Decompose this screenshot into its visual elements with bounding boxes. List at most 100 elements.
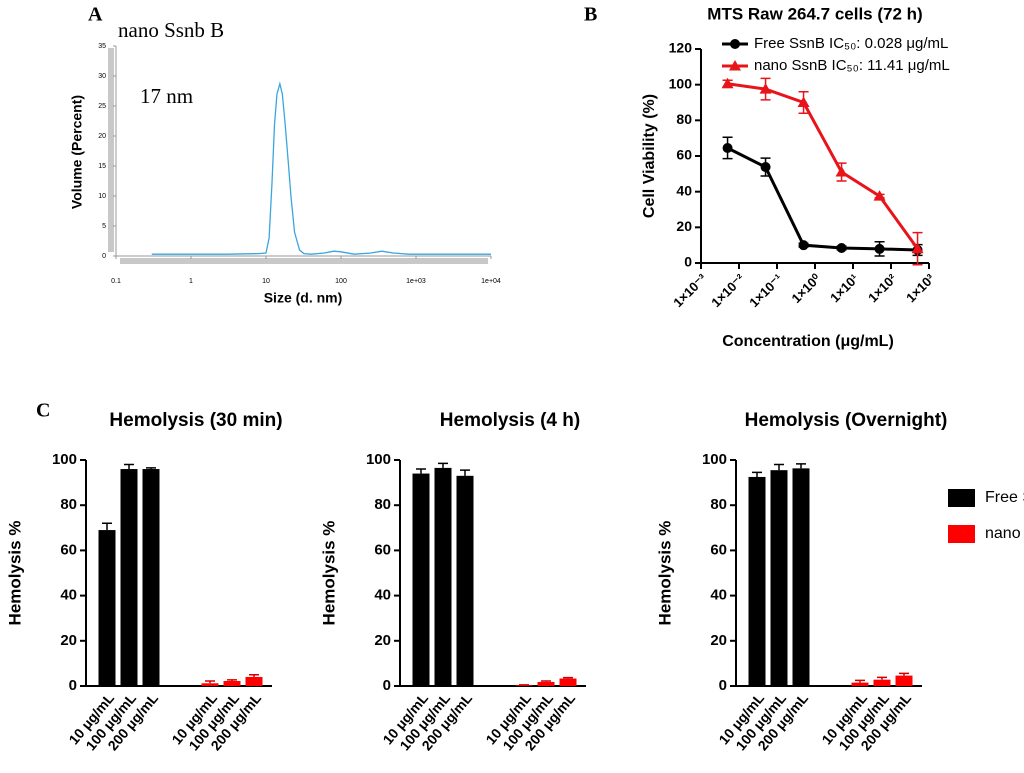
marker [873, 190, 886, 201]
legend-label: Free SsnB IC₅₀: 0.028 μg/mL [754, 35, 948, 52]
y-tick-label: 0 [684, 254, 692, 270]
y-tick-label: 20 [98, 133, 106, 140]
legend-marker [730, 39, 740, 49]
y-tick-label: 80 [676, 111, 692, 127]
error-bar [227, 679, 237, 682]
y-tick-label: 5 [102, 223, 106, 230]
marker [911, 242, 924, 254]
y-tick-label: 60 [710, 541, 727, 558]
x-tick-label: 1×10⁻³ [670, 270, 710, 310]
y-tick-label: 20 [710, 632, 727, 649]
line [151, 81, 491, 255]
y-tick-label: 0 [69, 677, 77, 694]
bar [412, 473, 430, 686]
marker [722, 142, 733, 153]
marker [836, 243, 847, 254]
chart-title: MTS Raw 264.7 cells (72 h) [707, 4, 922, 23]
bar [201, 683, 219, 686]
bar [120, 469, 138, 686]
x-tick-label: 1e+03 [406, 278, 426, 285]
error-bar [249, 673, 259, 677]
y-tick-label: 100 [366, 451, 391, 468]
y-tick-label: 40 [374, 587, 391, 604]
legend-label: nano SsnB IC₅₀: 11.41 μg/mL [754, 57, 950, 74]
y-axis-label: Hemolysis % [319, 521, 338, 626]
scrollbar [108, 48, 114, 252]
y-tick-label: 25 [98, 103, 106, 110]
y-tick-label: 0 [719, 677, 727, 694]
y-tick-label: 80 [60, 496, 77, 513]
y-tick-label: 0 [102, 253, 106, 260]
y-tick-label: 100 [702, 451, 727, 468]
error-bar [124, 463, 134, 470]
error-bar [774, 463, 784, 471]
x-axis-label: Concentration (μg/mL) [722, 333, 894, 350]
marker [835, 166, 848, 177]
bar [559, 678, 577, 686]
line [727, 82, 919, 250]
y-tick-label: 80 [710, 496, 727, 513]
bar [515, 685, 533, 686]
bar [456, 475, 474, 686]
bar [873, 679, 891, 686]
x-tick-label: 1×10⁻² [708, 270, 748, 310]
y-axis-label: Cell Viability (%) [641, 94, 658, 218]
y-tick-label: 20 [374, 632, 391, 649]
error-bar [541, 680, 551, 682]
marker [798, 240, 809, 251]
bar [142, 469, 160, 686]
error-bar [102, 522, 112, 531]
y-axis-label: Hemolysis % [655, 521, 674, 626]
y-tick-label: 100 [669, 75, 693, 91]
marker [721, 77, 734, 89]
bar [245, 676, 263, 686]
bar [851, 682, 869, 686]
error-bar [146, 467, 156, 470]
annotation: 17 nm [140, 84, 193, 108]
error-bar [563, 676, 573, 679]
y-axis-label: Volume (Percent) [69, 95, 85, 209]
y-tick-label: 20 [676, 218, 692, 234]
scrollbar [120, 258, 488, 264]
marker [874, 243, 885, 254]
error-bar [438, 462, 448, 468]
y-tick-label: 60 [374, 541, 391, 558]
error-bar [796, 463, 806, 469]
legend-swatch [948, 489, 975, 507]
y-tick-label: 80 [374, 496, 391, 513]
marker [759, 83, 772, 94]
panel-label: A [88, 4, 103, 26]
x-tick-label: 0.1 [111, 278, 121, 285]
y-tick-label: 15 [98, 163, 106, 170]
error-bar [416, 468, 426, 474]
y-tick-label: 40 [60, 587, 77, 604]
x-tick-label: 1×10² [865, 270, 900, 305]
legend-label: Free SsnB [985, 489, 1024, 506]
error-bar [205, 680, 215, 684]
x-tick-label: 1×10⁻¹ [746, 271, 785, 310]
x-tick-label: 1 [189, 278, 193, 285]
x-tick-label: 10 [262, 278, 270, 285]
panel-label: C [36, 400, 50, 422]
bar [98, 530, 116, 686]
panel-label: B [584, 4, 597, 26]
legend-swatch [948, 525, 975, 543]
legend-label: nano SsnB [985, 525, 1024, 542]
y-tick-label: 100 [52, 451, 77, 468]
y-tick-label: 30 [98, 73, 106, 80]
chart-title: Hemolysis (4 h) [440, 410, 580, 431]
y-axis-label: Hemolysis % [5, 521, 24, 626]
y-tick-label: 120 [669, 40, 693, 56]
x-tick-label: 1×10³ [903, 270, 938, 305]
y-tick-label: 40 [676, 182, 692, 198]
y-tick-label: 20 [60, 632, 77, 649]
y-tick-label: 35 [98, 43, 106, 50]
chart-title: nano Ssnb B [118, 18, 224, 42]
bar [770, 470, 788, 686]
y-tick-label: 60 [676, 147, 692, 163]
bar [434, 467, 452, 686]
bar [537, 681, 555, 686]
error-bar [855, 679, 865, 683]
